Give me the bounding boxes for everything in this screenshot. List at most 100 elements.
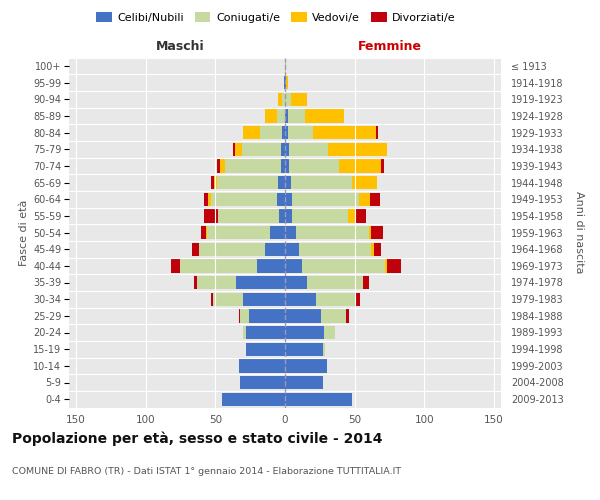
Bar: [194, 276, 197, 289]
Bar: [355, 209, 366, 222]
Bar: [285, 142, 289, 156]
Bar: [285, 209, 292, 222]
Bar: [171, 259, 181, 272]
Bar: [199, 242, 265, 256]
Bar: [204, 192, 208, 206]
Bar: [288, 126, 313, 139]
Bar: [285, 226, 296, 239]
Bar: [305, 109, 344, 122]
Bar: [204, 209, 218, 222]
Bar: [285, 259, 302, 272]
Bar: [278, 176, 285, 189]
Bar: [290, 92, 307, 106]
Bar: [290, 176, 352, 189]
Text: Popolazione per età, sesso e stato civile - 2014: Popolazione per età, sesso e stato civil…: [12, 431, 383, 446]
Bar: [285, 392, 352, 406]
Bar: [368, 226, 371, 239]
Y-axis label: Anni di nascita: Anni di nascita: [574, 191, 584, 274]
Bar: [239, 359, 285, 372]
Bar: [235, 142, 242, 156]
Bar: [296, 226, 368, 239]
Bar: [285, 109, 288, 122]
Bar: [316, 292, 355, 306]
Bar: [217, 176, 278, 189]
Bar: [236, 276, 285, 289]
Bar: [211, 176, 214, 189]
Bar: [265, 242, 285, 256]
Bar: [246, 326, 285, 339]
Bar: [307, 276, 363, 289]
Bar: [269, 226, 285, 239]
Bar: [285, 176, 290, 189]
Bar: [225, 159, 281, 172]
Bar: [285, 159, 289, 172]
Bar: [212, 292, 243, 306]
Bar: [260, 126, 282, 139]
Bar: [313, 126, 376, 139]
Bar: [359, 192, 370, 206]
Bar: [381, 159, 384, 172]
Bar: [348, 209, 355, 222]
Bar: [346, 309, 349, 322]
Bar: [277, 109, 285, 122]
Bar: [278, 92, 282, 106]
Bar: [285, 242, 299, 256]
Bar: [385, 259, 387, 272]
Bar: [220, 159, 225, 172]
Bar: [285, 376, 323, 389]
Bar: [211, 192, 277, 206]
Bar: [370, 192, 380, 206]
Text: COMUNE DI FABRO (TR) - Dati ISTAT 1° gennaio 2014 - Elaborazione TUTTITALIA.IT: COMUNE DI FABRO (TR) - Dati ISTAT 1° gen…: [12, 467, 401, 476]
Bar: [242, 142, 281, 156]
Y-axis label: Fasce di età: Fasce di età: [19, 200, 29, 266]
Bar: [241, 309, 249, 322]
Bar: [285, 359, 327, 372]
Bar: [282, 92, 285, 106]
Bar: [285, 276, 307, 289]
Bar: [371, 242, 374, 256]
Bar: [239, 309, 241, 322]
Bar: [246, 342, 285, 356]
Bar: [285, 342, 323, 356]
Bar: [280, 209, 285, 222]
Bar: [387, 259, 401, 272]
Text: Femmine: Femmine: [358, 40, 422, 52]
Bar: [243, 326, 246, 339]
Bar: [323, 342, 325, 356]
Bar: [285, 292, 316, 306]
Bar: [243, 126, 260, 139]
Bar: [299, 242, 371, 256]
Bar: [191, 242, 199, 256]
Bar: [292, 192, 359, 206]
Bar: [285, 326, 324, 339]
Bar: [374, 242, 381, 256]
Bar: [181, 259, 257, 272]
Bar: [289, 159, 340, 172]
Bar: [288, 109, 305, 122]
Bar: [292, 209, 348, 222]
Bar: [371, 226, 383, 239]
Bar: [285, 59, 286, 72]
Bar: [211, 292, 212, 306]
Bar: [285, 126, 288, 139]
Bar: [265, 109, 277, 122]
Bar: [285, 309, 321, 322]
Bar: [328, 142, 387, 156]
Bar: [277, 192, 285, 206]
Bar: [376, 126, 379, 139]
Bar: [289, 142, 328, 156]
Bar: [249, 309, 285, 322]
Bar: [324, 326, 335, 339]
Legend: Celibi/Nubili, Coniugati/e, Vedovi/e, Divorziati/e: Celibi/Nubili, Coniugati/e, Vedovi/e, Di…: [92, 8, 460, 28]
Bar: [302, 259, 385, 272]
Bar: [214, 176, 217, 189]
Bar: [241, 376, 285, 389]
Bar: [281, 142, 285, 156]
Bar: [285, 92, 290, 106]
Bar: [321, 309, 346, 322]
Bar: [217, 159, 220, 172]
Bar: [285, 76, 286, 89]
Bar: [352, 176, 377, 189]
Bar: [207, 226, 269, 239]
Bar: [197, 276, 236, 289]
